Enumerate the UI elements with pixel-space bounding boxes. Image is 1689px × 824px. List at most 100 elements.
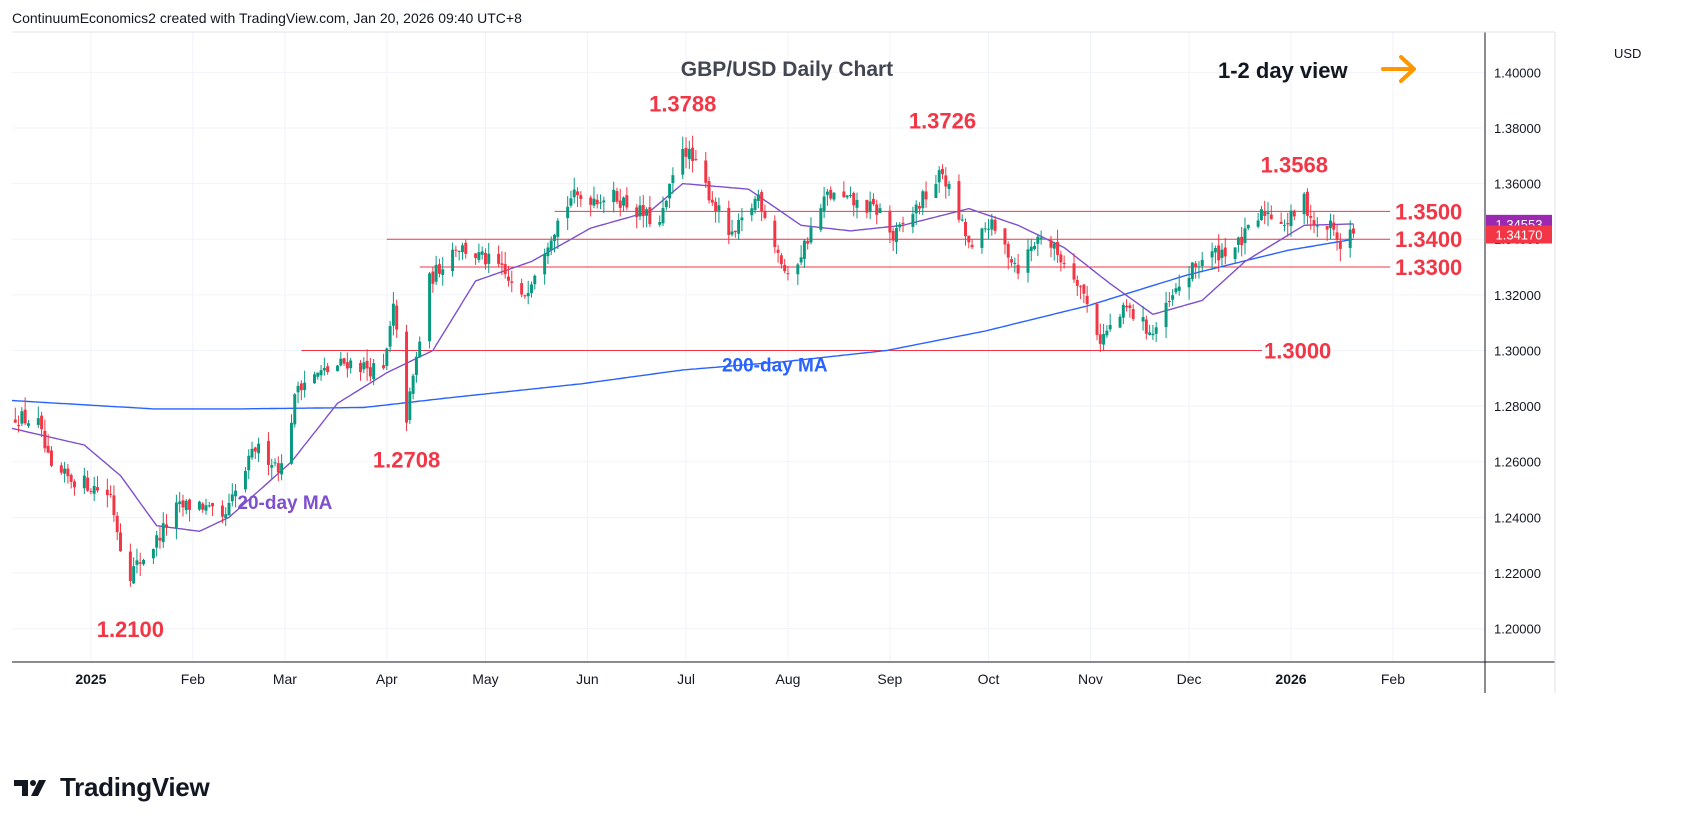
candle-body [990,219,994,230]
candle-body [681,148,685,175]
candle [553,233,556,253]
candle-body [1292,210,1296,217]
candle-body [1144,319,1148,334]
candle-body [405,331,409,423]
candle-body [1075,279,1079,286]
candle [733,230,737,238]
candle-body [1223,247,1227,257]
candle-body [43,430,47,449]
candle [313,371,316,384]
candle-body [641,205,645,217]
candle [1233,247,1237,264]
candle-body [1282,225,1286,227]
candle-body [760,192,764,212]
candle-body [474,253,478,258]
candle [359,360,363,381]
candle-body [911,214,915,227]
candle-body [1200,259,1204,267]
candle-body [684,147,688,157]
currency-label[interactable]: USD [1614,46,1642,61]
candle-body [66,468,70,477]
candle-body [556,220,560,237]
candle [388,320,392,353]
candle [36,406,40,428]
candle [941,164,944,180]
candle-body [487,253,491,264]
candle [483,248,487,270]
y-tick-label: 1.28000 [1494,399,1541,414]
candle [89,488,93,495]
candle-body [303,382,307,390]
candle-body [671,175,675,184]
level-label: 1.3400 [1395,227,1462,252]
candle-body [1236,237,1240,245]
candle [1079,285,1083,299]
candle [224,507,228,527]
candle [937,166,941,193]
candle [566,196,570,231]
candle [13,407,17,424]
grid-lines [12,32,1485,662]
candle-body [964,221,967,237]
candle [46,434,50,454]
ma20-line [11,182,1354,533]
candle-body [1338,241,1342,249]
candle [82,467,86,495]
candle-body [174,502,178,528]
candle [865,199,869,219]
candle-body [901,222,905,225]
price-annotation: 1.3568 [1261,152,1328,177]
candle-body [750,208,754,216]
candle-body [510,281,514,283]
candle [184,499,188,515]
candle-body [822,196,826,211]
candle-body [388,326,392,347]
candle [507,266,510,287]
candle-body [658,222,662,225]
candle-body [595,199,599,205]
candle [1013,257,1017,273]
candle-body [520,283,524,295]
candle-body [1167,301,1171,303]
candle [72,479,76,496]
candle [983,222,987,233]
candle [1049,235,1053,258]
candle [1197,261,1201,279]
tradingview-logo[interactable]: TradingView [14,772,210,803]
candlestick-series [13,135,1355,587]
candle [871,193,875,206]
tradingview-logo-text: TradingView [60,772,210,802]
view-note: 1-2 day view [1218,58,1349,83]
candle [641,195,645,228]
candle [579,191,583,207]
candle-body [710,199,714,203]
candle [875,199,879,225]
candle [247,449,251,479]
price-annotation: 1.2100 [97,617,164,642]
candle-body [1095,304,1099,335]
candle-body [1259,209,1263,221]
candle-body [345,362,349,369]
candle [704,152,708,188]
candle-body [326,366,330,373]
candle [543,248,547,285]
candle-body [602,200,606,203]
candle-body [395,305,399,330]
candle [1151,324,1155,340]
candle [454,245,458,257]
candle-body [96,487,99,491]
price-badge-text: 1.34170 [1496,227,1543,242]
candle [944,167,948,199]
candle [661,196,665,227]
candle [819,204,823,233]
candle [1266,202,1270,227]
candle [523,294,527,299]
candle-body [947,183,951,189]
level-label: 1.3000 [1264,338,1331,363]
ma-label: 200-day MA [722,355,828,376]
candle [520,278,524,298]
candle-body [1036,236,1040,244]
candle [987,218,990,240]
candle [500,251,504,275]
